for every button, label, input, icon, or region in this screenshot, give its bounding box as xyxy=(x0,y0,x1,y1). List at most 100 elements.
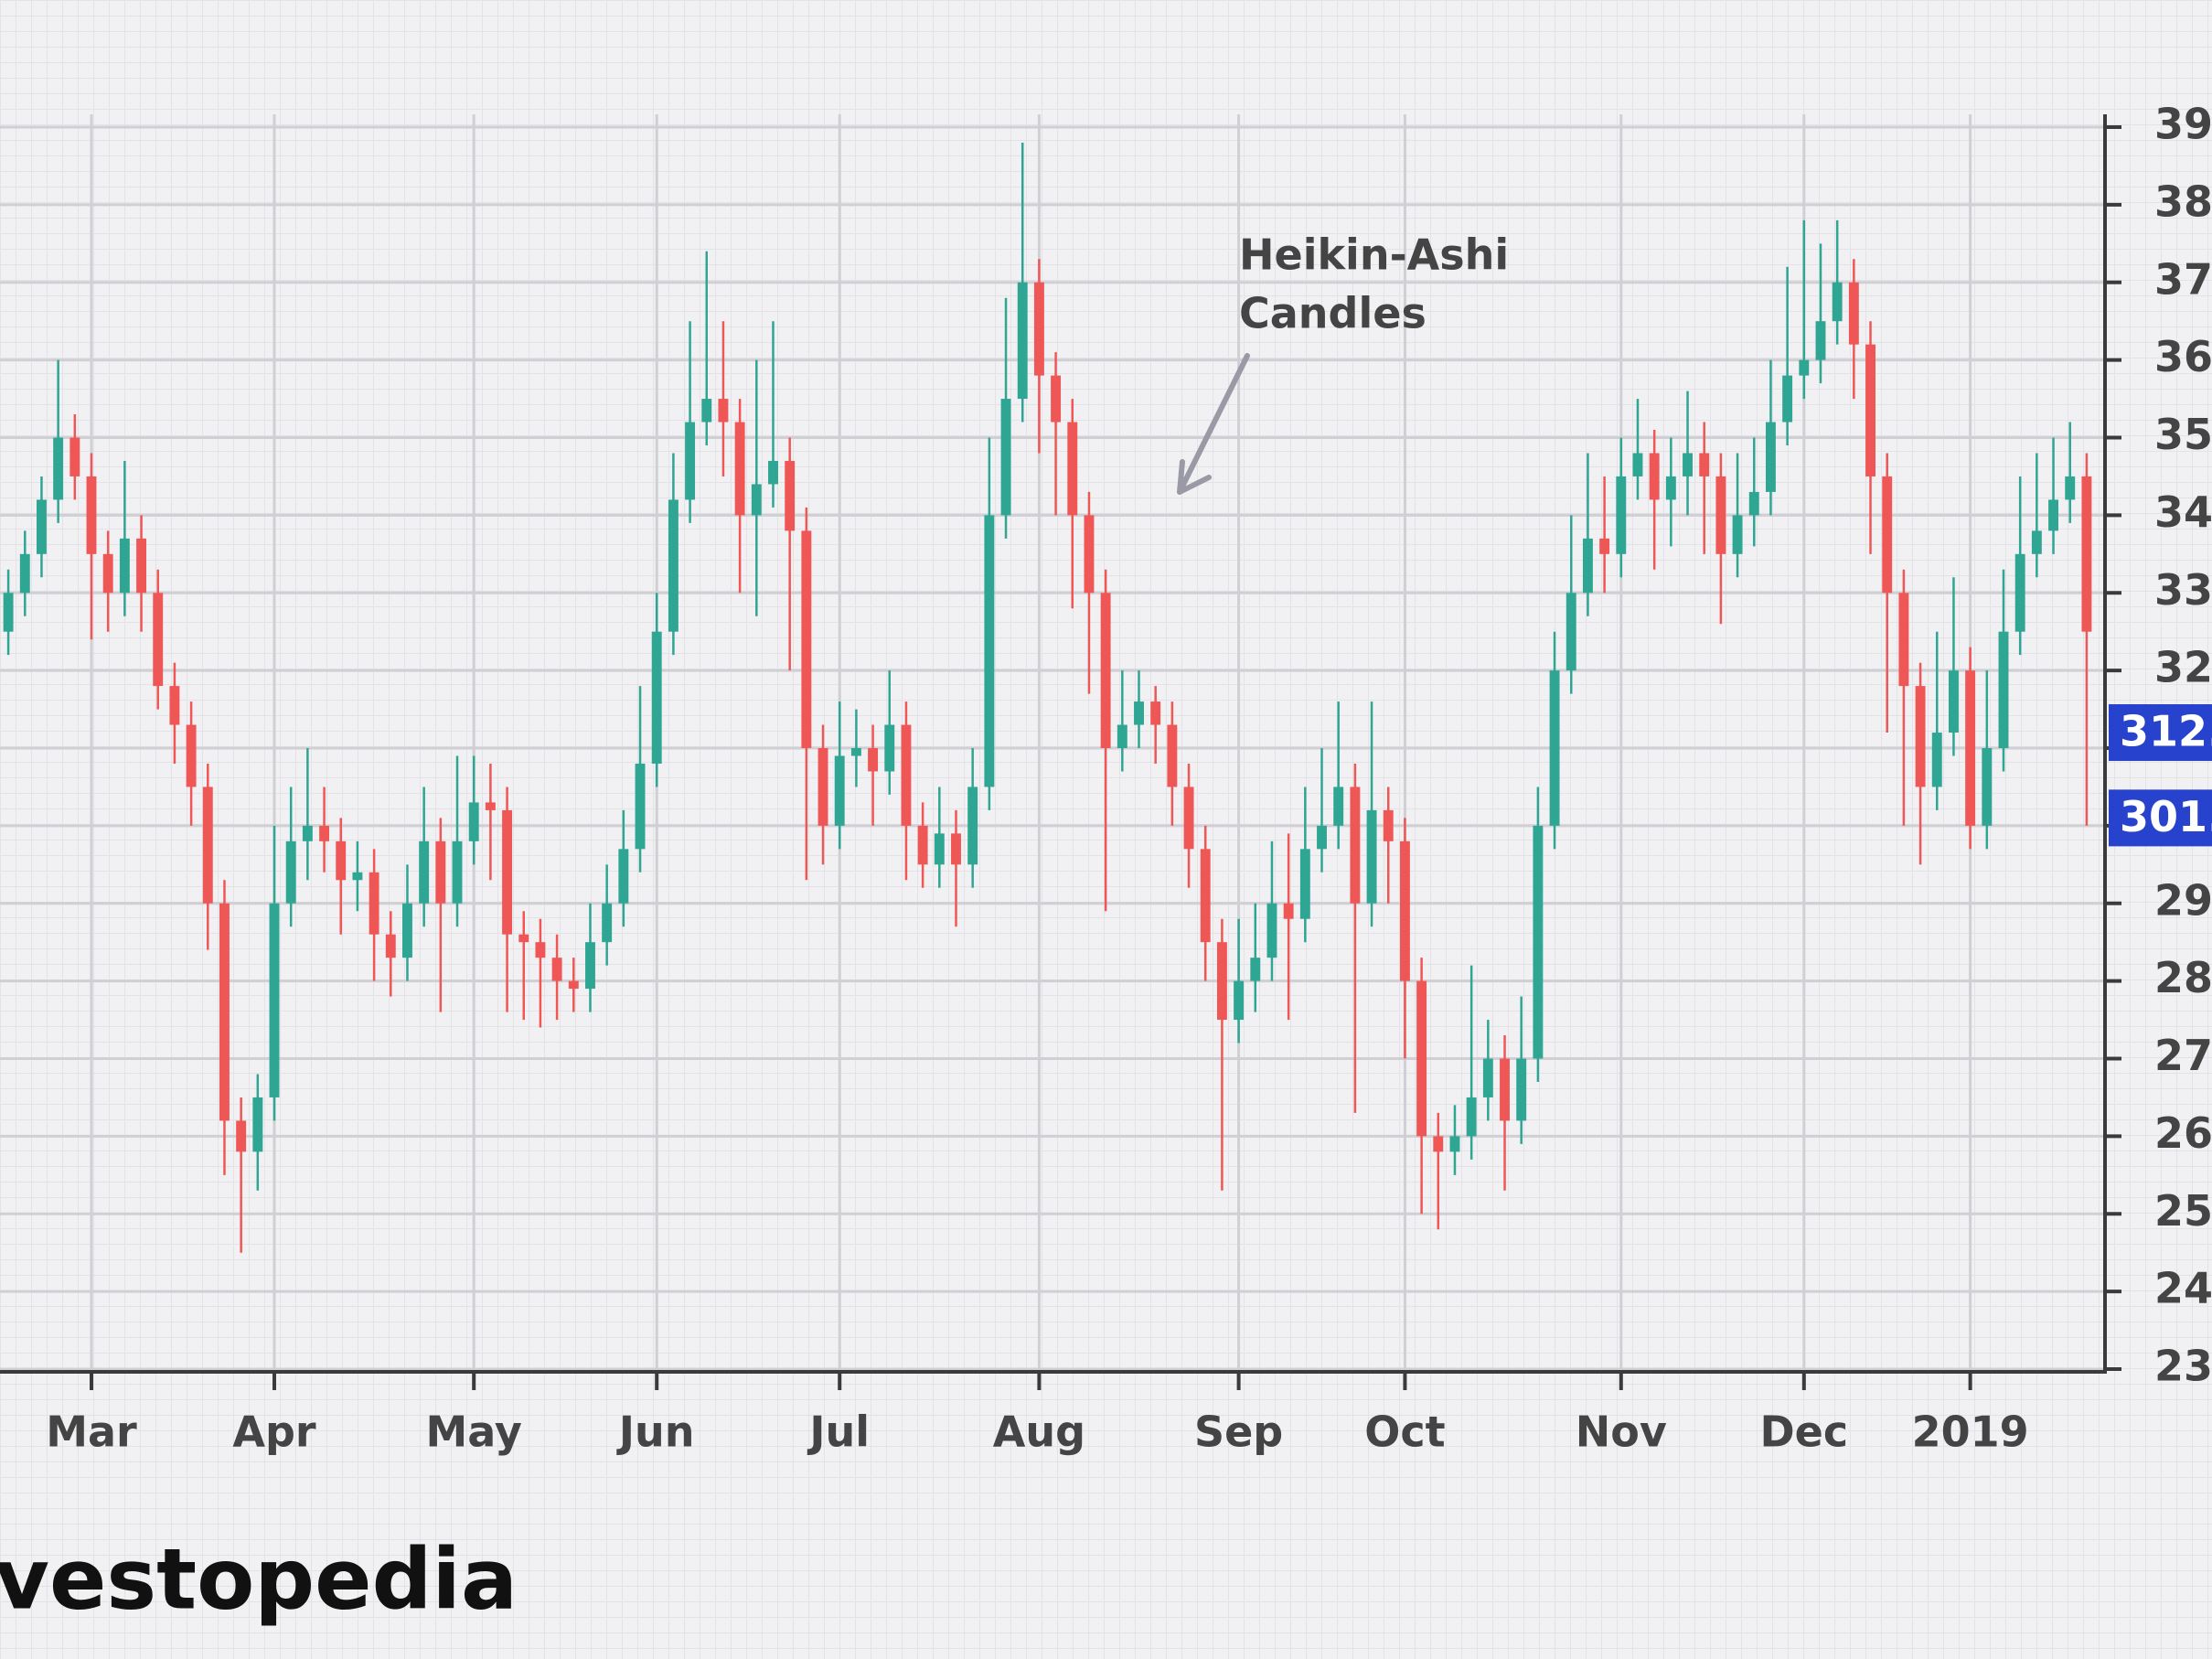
y-tick-label: 330 xyxy=(2154,565,2212,615)
candle-body xyxy=(850,748,861,756)
candle-body xyxy=(452,840,463,904)
candle-body xyxy=(19,553,30,594)
candle-body xyxy=(934,833,945,865)
y-tick-label: 380 xyxy=(2154,177,2212,226)
candle-body xyxy=(1051,375,1062,423)
candle-body xyxy=(1799,359,1810,376)
candle-body xyxy=(734,422,745,516)
candle-body xyxy=(502,809,513,935)
x-tick-label: Sep xyxy=(1194,1407,1283,1457)
candle-body xyxy=(1549,670,1560,826)
candle-body xyxy=(468,802,479,841)
annotation: Candles xyxy=(1239,289,1427,338)
x-tick-label: Apr xyxy=(232,1407,316,1457)
x-tick-label: Jun xyxy=(616,1407,695,1457)
candle-body xyxy=(535,942,546,958)
grid xyxy=(0,114,2105,1371)
candle-body xyxy=(1715,476,1726,554)
price-tag-label: 312. xyxy=(2120,707,2212,756)
candle-body xyxy=(2081,476,2092,632)
y-tick-label: 370 xyxy=(2154,254,2212,304)
candle-body xyxy=(1399,840,1410,981)
candle-body xyxy=(651,631,662,764)
candle-body xyxy=(302,825,313,841)
candle-body xyxy=(1500,1058,1510,1121)
candle-body xyxy=(1466,1097,1477,1137)
candle-body xyxy=(1931,733,1942,787)
candle-body xyxy=(419,840,430,904)
candle-body xyxy=(37,499,47,554)
candle-body xyxy=(518,934,529,943)
candle-body xyxy=(635,763,646,850)
candle-body xyxy=(1848,282,1859,345)
candle-body xyxy=(1965,670,1976,826)
candle-body xyxy=(785,460,796,531)
x-tick-label: Nov xyxy=(1576,1407,1667,1457)
candle-body xyxy=(768,460,778,485)
candle-body xyxy=(1616,476,1627,554)
x-tick-label: Dec xyxy=(1759,1407,1848,1457)
x-tick-label: Oct xyxy=(1364,1407,1445,1457)
candle-body xyxy=(1350,787,1361,904)
candle-body xyxy=(1898,593,1909,687)
candle-body xyxy=(1000,399,1011,516)
candle-body xyxy=(1416,980,1427,1137)
price-tag-label: 301. xyxy=(2120,792,2212,841)
candle-body xyxy=(1516,1058,1527,1121)
candle-body xyxy=(1649,453,1660,500)
candle-body xyxy=(1183,787,1194,850)
candle-body xyxy=(901,724,912,826)
candle-body xyxy=(1167,724,1178,787)
y-tick-label: 240 xyxy=(2154,1264,2212,1313)
y-tick-label: 290 xyxy=(2154,875,2212,925)
candle-body xyxy=(1150,701,1161,725)
candle-body xyxy=(1333,787,1344,826)
candle-body xyxy=(153,593,164,687)
y-tick-label: 260 xyxy=(2154,1108,2212,1158)
candle-body xyxy=(668,499,679,632)
candle-body xyxy=(1449,1136,1460,1152)
candle-body xyxy=(1865,344,1875,476)
candle-body xyxy=(1017,282,1028,400)
candle-body xyxy=(1100,593,1111,748)
candle-body xyxy=(1234,980,1245,1021)
candle-body xyxy=(701,399,712,423)
candle-body xyxy=(1134,701,1144,725)
candle-body xyxy=(2048,499,2058,531)
candle-body xyxy=(319,825,330,841)
candle-body xyxy=(1998,631,2009,748)
y-tick-label: 230 xyxy=(2154,1342,2212,1391)
candle-body xyxy=(1683,453,1693,476)
candle-body xyxy=(1067,422,1078,516)
candle-body xyxy=(884,724,895,772)
candle-body xyxy=(285,840,296,904)
candle-body xyxy=(984,515,995,787)
candle-body xyxy=(1266,903,1277,958)
candle-body xyxy=(1433,1136,1444,1152)
price-tag xyxy=(2109,789,2212,847)
candle-body xyxy=(69,437,80,476)
candle-body xyxy=(868,748,879,772)
candle-body xyxy=(801,530,812,748)
candle-body xyxy=(751,484,762,516)
x-tick-label: May xyxy=(426,1407,522,1457)
x-tick-label: 2019 xyxy=(1912,1407,2029,1457)
candle-body xyxy=(718,399,729,423)
candle-body xyxy=(136,538,147,594)
candle-body xyxy=(1216,942,1227,1021)
candle-body xyxy=(1832,282,1843,322)
y-tick-label: 250 xyxy=(2154,1186,2212,1236)
candle-body xyxy=(402,903,412,958)
candle-body xyxy=(1699,453,1710,476)
logo: vestopedia xyxy=(0,1530,518,1628)
y-tick-label: 360 xyxy=(2154,332,2212,381)
candle-body xyxy=(485,802,496,810)
candle-body xyxy=(618,849,629,904)
candle-body xyxy=(102,553,113,594)
candle-body xyxy=(3,593,14,632)
candle-body xyxy=(1299,849,1310,919)
candle-body xyxy=(53,437,64,500)
candle-body xyxy=(568,980,579,990)
y-tick-label: 340 xyxy=(2154,487,2212,537)
candle-body xyxy=(1665,476,1676,500)
